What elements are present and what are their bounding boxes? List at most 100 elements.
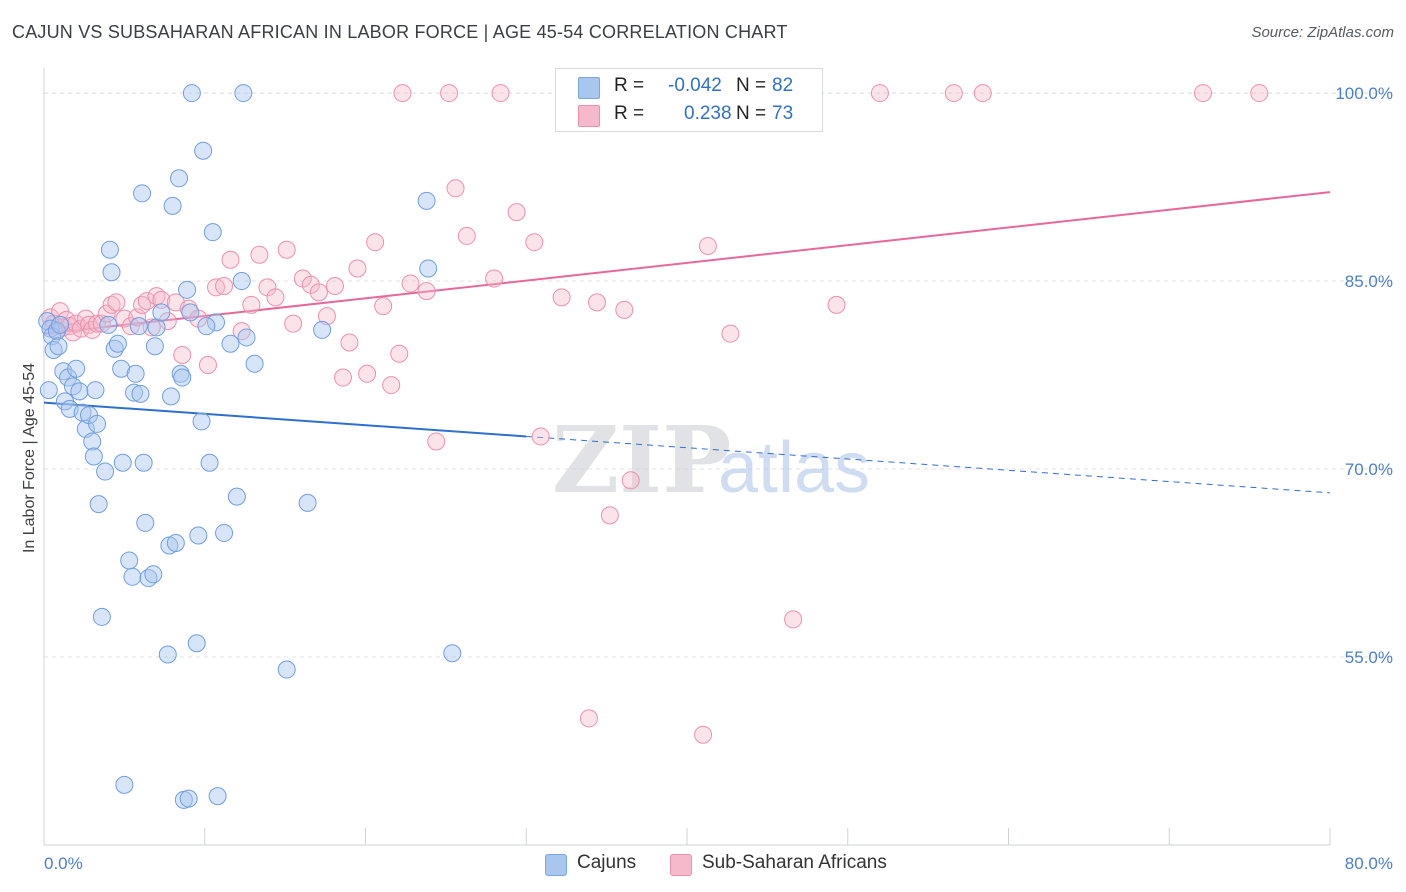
point-subsaharan [390, 344, 409, 363]
point-subsaharan [973, 84, 992, 103]
point-subsaharan [333, 368, 352, 387]
point-cajun [100, 240, 119, 259]
point-subsaharan [393, 84, 412, 103]
point-cajun [192, 412, 211, 431]
point-subsaharan [694, 725, 713, 744]
point-subsaharan [92, 314, 111, 333]
legend-r-label: R = [614, 103, 645, 124]
point-subsaharan [525, 233, 544, 252]
point-cajun [49, 337, 68, 356]
point-cajun [179, 789, 198, 808]
point-cajun [108, 334, 127, 353]
point-cajun [232, 272, 251, 291]
point-subsaharan [587, 293, 606, 312]
legend-n-value: 73 [772, 103, 794, 124]
point-subsaharan [784, 610, 803, 629]
gridlines [44, 92, 1393, 658]
point-cajun [443, 644, 462, 663]
point-cajun [298, 493, 317, 512]
point-cajun [215, 523, 234, 542]
point-cajun [203, 223, 222, 242]
watermark-atlas: atlas [718, 428, 870, 508]
point-subsaharan [158, 312, 177, 331]
point-cajun [182, 84, 201, 103]
point-cajun [70, 382, 89, 401]
point-cajun [173, 368, 192, 387]
data-points [38, 84, 1269, 809]
point-cajun [89, 495, 108, 514]
point-cajun [234, 84, 253, 103]
point-subsaharan [427, 432, 446, 451]
point-subsaharan [309, 283, 328, 302]
point-subsaharan [1250, 84, 1269, 103]
point-subsaharan [242, 295, 261, 314]
point-cajun [144, 565, 163, 584]
point-cajun [129, 317, 148, 336]
point-cajun [152, 303, 171, 322]
point-subsaharan [250, 245, 269, 264]
point-subsaharan [277, 240, 296, 259]
legend-swatch-cajuns [578, 77, 600, 99]
point-subsaharan [615, 300, 634, 319]
watermark: ZIP atlas [552, 406, 870, 514]
point-subsaharan [198, 356, 217, 375]
series-label-subsaharan: Sub-Saharan Africans [702, 852, 887, 873]
point-cajun [221, 334, 240, 353]
source-credit: Source: ZipAtlas.com [1251, 24, 1394, 41]
y-tick-label: 70.0% [1345, 460, 1393, 479]
point-cajun [158, 645, 177, 664]
point-subsaharan [142, 318, 161, 337]
series-swatch-subsaharan [670, 854, 692, 876]
point-subsaharan [382, 376, 401, 395]
point-cajun [178, 280, 197, 299]
point-subsaharan [870, 84, 889, 103]
point-cajun [194, 141, 213, 160]
x-axis-ticks [43, 828, 1331, 845]
y-tick-labels: 55.0% 70.0% 85.0% 100.0% [1335, 84, 1393, 667]
legend-swatch-subsaharan [578, 105, 600, 127]
point-subsaharan [232, 322, 251, 341]
point-cajun [67, 359, 86, 378]
legend-r-label: R = [614, 75, 645, 96]
point-subsaharan [102, 295, 121, 314]
point-cajun [102, 263, 121, 282]
point-subsaharan [944, 84, 963, 103]
point-cajun [417, 191, 436, 210]
point-subsaharan [358, 364, 377, 383]
point-subsaharan [374, 297, 393, 316]
point-subsaharan [115, 309, 134, 328]
point-cajun [245, 354, 264, 373]
point-cajun [166, 533, 185, 552]
point-subsaharan [579, 709, 598, 728]
point-subsaharan [401, 274, 420, 293]
y-tick-label: 85.0% [1345, 272, 1393, 291]
point-cajun [113, 453, 132, 472]
point-cajun [227, 487, 246, 506]
point-subsaharan [137, 292, 156, 311]
point-subsaharan [531, 427, 550, 446]
point-cajun [115, 775, 134, 794]
point-subsaharan [325, 277, 344, 296]
point-cajun [207, 313, 226, 332]
point-subsaharan [600, 506, 619, 525]
point-subsaharan [721, 324, 740, 343]
point-cajun [134, 453, 153, 472]
legend-n-label: N = [736, 103, 767, 124]
point-cajun [181, 303, 200, 322]
point-cajun [126, 364, 145, 383]
point-cajun [84, 447, 103, 466]
legend-n-value: 82 [772, 75, 794, 96]
trend-line-cajuns [43, 401, 527, 438]
y-tick-label: 55.0% [1345, 648, 1393, 667]
point-cajun [208, 787, 227, 806]
point-cajun [189, 526, 208, 545]
point-cajun [161, 387, 180, 406]
point-cajun [133, 184, 152, 203]
point-cajun [83, 432, 102, 451]
legend-r-value: -0.042 [668, 75, 722, 96]
point-cajun [88, 414, 107, 433]
point-cajun [197, 317, 216, 336]
point-subsaharan [485, 269, 504, 288]
point-cajun [277, 660, 296, 679]
